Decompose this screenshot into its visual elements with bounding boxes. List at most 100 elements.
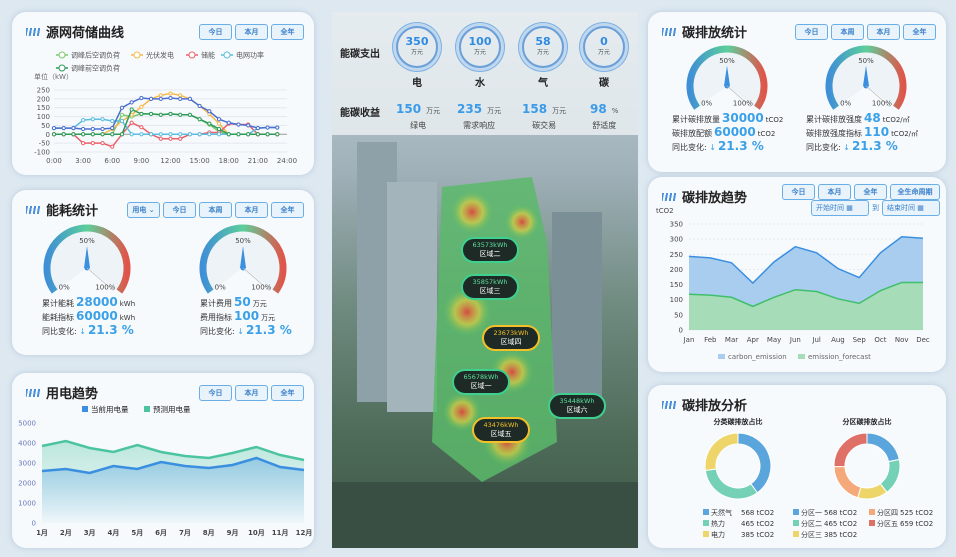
gauge-label-min: 0% bbox=[701, 100, 712, 108]
period-buttons: 今日 本月 全年 全生命周期 bbox=[782, 184, 940, 200]
data-point bbox=[81, 132, 86, 137]
change-value: 21.3 % bbox=[851, 139, 898, 153]
data-point bbox=[275, 125, 280, 130]
x-tick-label: 4月 bbox=[108, 529, 120, 537]
x-tick-label: 5月 bbox=[131, 529, 143, 537]
stat-label: 能耗指标 bbox=[42, 313, 74, 322]
data-point bbox=[100, 132, 105, 137]
stat-row: 累计碳排放量 30000 tCO2 bbox=[672, 112, 783, 125]
gauge-label-max: 100% bbox=[95, 284, 115, 292]
data-point bbox=[255, 132, 260, 137]
legend-swatch bbox=[703, 531, 709, 537]
series-line bbox=[54, 118, 278, 136]
x-tick-label: Sep bbox=[853, 336, 867, 344]
period-button[interactable]: 本月 bbox=[235, 24, 268, 40]
y-tick-label: 1000 bbox=[18, 500, 36, 508]
stat-label: 同比变化: bbox=[200, 327, 235, 336]
calendar-icon: ▦ bbox=[846, 204, 853, 212]
gauge-arc bbox=[686, 45, 768, 110]
period-button[interactable]: 今日 bbox=[163, 202, 196, 218]
stat-row: 累计能耗 28000 kWh bbox=[42, 296, 135, 309]
period-button[interactable]: 全年 bbox=[271, 385, 304, 401]
region-marker[interactable]: 23673kWh 区域四 bbox=[482, 325, 540, 351]
data-point bbox=[158, 93, 163, 98]
period-button[interactable]: 全生命周期 bbox=[890, 184, 940, 200]
legend-value: 385 tCO2 bbox=[824, 531, 857, 539]
data-point bbox=[119, 105, 125, 110]
energy-gauges: 0% 50% 100% 0% 50% 100% bbox=[43, 224, 287, 294]
period-button[interactable]: 全年 bbox=[271, 24, 304, 40]
period-button[interactable]: 今日 bbox=[199, 385, 232, 401]
x-tick-label: 12:00 bbox=[160, 157, 180, 165]
energy-type-select[interactable]: 用电 ⌄ bbox=[127, 202, 160, 218]
expense-ring[interactable]: 350 万元 bbox=[396, 26, 438, 68]
period-button[interactable]: 全年 bbox=[854, 184, 887, 200]
period-button[interactable]: 今日 bbox=[199, 24, 232, 40]
data-point bbox=[148, 111, 154, 117]
title-bars-icon bbox=[662, 192, 676, 201]
period-button[interactable]: 全年 bbox=[903, 24, 936, 40]
carbon-stats-panel: 碳排放统计 今日 本周 本月 全年 0% 50% 100% 0% 50% 100% 累计碳排放量… bbox=[648, 12, 946, 172]
region-marker[interactable]: 65678kWh 区域一 bbox=[452, 369, 510, 395]
region-marker[interactable]: 35857kWh 区域三 bbox=[461, 274, 519, 300]
period-button[interactable]: 本月 bbox=[867, 24, 900, 40]
data-point bbox=[168, 136, 173, 141]
y-axis-unit: 单位（kW） bbox=[34, 72, 73, 81]
end-date-input[interactable]: 结束时间 ▦ bbox=[882, 200, 940, 216]
expense-ring[interactable]: 100 万元 bbox=[459, 26, 501, 68]
legend-label: 调峰前空调负荷 bbox=[71, 64, 120, 73]
stat-row: 能耗指标 60000 kWh bbox=[42, 310, 135, 323]
expense-ring[interactable]: 58 万元 bbox=[522, 26, 564, 68]
data-point bbox=[207, 121, 212, 126]
change-row: 同比变化: ↓ 21.3 % bbox=[672, 140, 766, 153]
gauge-label-mid: 50% bbox=[719, 57, 735, 65]
x-tick-label: Nov bbox=[895, 336, 909, 344]
x-tick-label: 3:00 bbox=[75, 157, 91, 165]
legend-marker bbox=[58, 51, 66, 59]
expense-ring[interactable]: 0 万元 bbox=[583, 26, 625, 68]
period-button[interactable]: 全年 bbox=[271, 202, 304, 218]
panel-title: 碳排放趋势 bbox=[682, 191, 748, 206]
region-marker[interactable]: 43476kWh 区域五 bbox=[472, 417, 530, 443]
power-trend-panel: 用电趋势 今日 本月 全年 0 1000 2000 3000 4000 5000 1月 2月 3月 4… bbox=[12, 373, 314, 548]
series-line bbox=[688, 235, 924, 285]
region-name: 区域三 bbox=[479, 287, 501, 295]
period-button[interactable]: 本月 bbox=[818, 184, 851, 200]
legend-swatch bbox=[869, 509, 875, 515]
x-tick-label: 10月 bbox=[248, 529, 265, 537]
data-point bbox=[178, 112, 183, 117]
expense-unit: 万元 bbox=[473, 49, 486, 56]
legend-label: carbon_emission bbox=[728, 353, 787, 361]
expense-value: 58 bbox=[535, 35, 551, 48]
data-point bbox=[187, 96, 193, 101]
data-point bbox=[119, 112, 125, 117]
period-button[interactable]: 本周 bbox=[831, 24, 864, 40]
period-button[interactable]: 本月 bbox=[235, 385, 268, 401]
region-marker[interactable]: 35448kWh 区域六 bbox=[548, 393, 606, 419]
start-date-input[interactable]: 开始时间 ▦ bbox=[811, 200, 869, 216]
data-point bbox=[178, 93, 183, 98]
legend-swatch bbox=[82, 406, 88, 412]
period-button[interactable]: 今日 bbox=[782, 184, 815, 200]
data-point bbox=[255, 125, 260, 131]
period-button[interactable]: 今日 bbox=[795, 24, 828, 40]
data-point bbox=[81, 141, 86, 146]
panel-title: 能耗统计 bbox=[46, 204, 99, 219]
income-unit: 万元 bbox=[552, 107, 567, 115]
gauge-needle bbox=[724, 65, 730, 86]
y-tick-label: 4000 bbox=[18, 440, 36, 448]
carbon-trend-chart: tCO2 0 50 100 150 200 250 300 350 Jan Feb Mar Apr May… bbox=[656, 207, 930, 361]
stat-row: 累计费用 50 万元 bbox=[200, 296, 267, 309]
legend-label: 热力 bbox=[711, 519, 725, 528]
data-point bbox=[100, 117, 105, 122]
region-marker[interactable]: 63573kWh 区域二 bbox=[461, 237, 519, 263]
period-button[interactable]: 本月 bbox=[235, 202, 268, 218]
period-button[interactable]: 本周 bbox=[199, 202, 232, 218]
x-tick-label: Jul bbox=[811, 336, 821, 344]
pie-slice bbox=[704, 468, 759, 500]
income-name: 舒适度 bbox=[592, 121, 617, 130]
region-name: 区域二 bbox=[479, 250, 501, 258]
income-item: 150 万元 绿电 bbox=[396, 98, 440, 131]
stat-unit: tCO2/㎡ bbox=[882, 116, 910, 124]
expense-unit: 万元 bbox=[536, 49, 549, 56]
